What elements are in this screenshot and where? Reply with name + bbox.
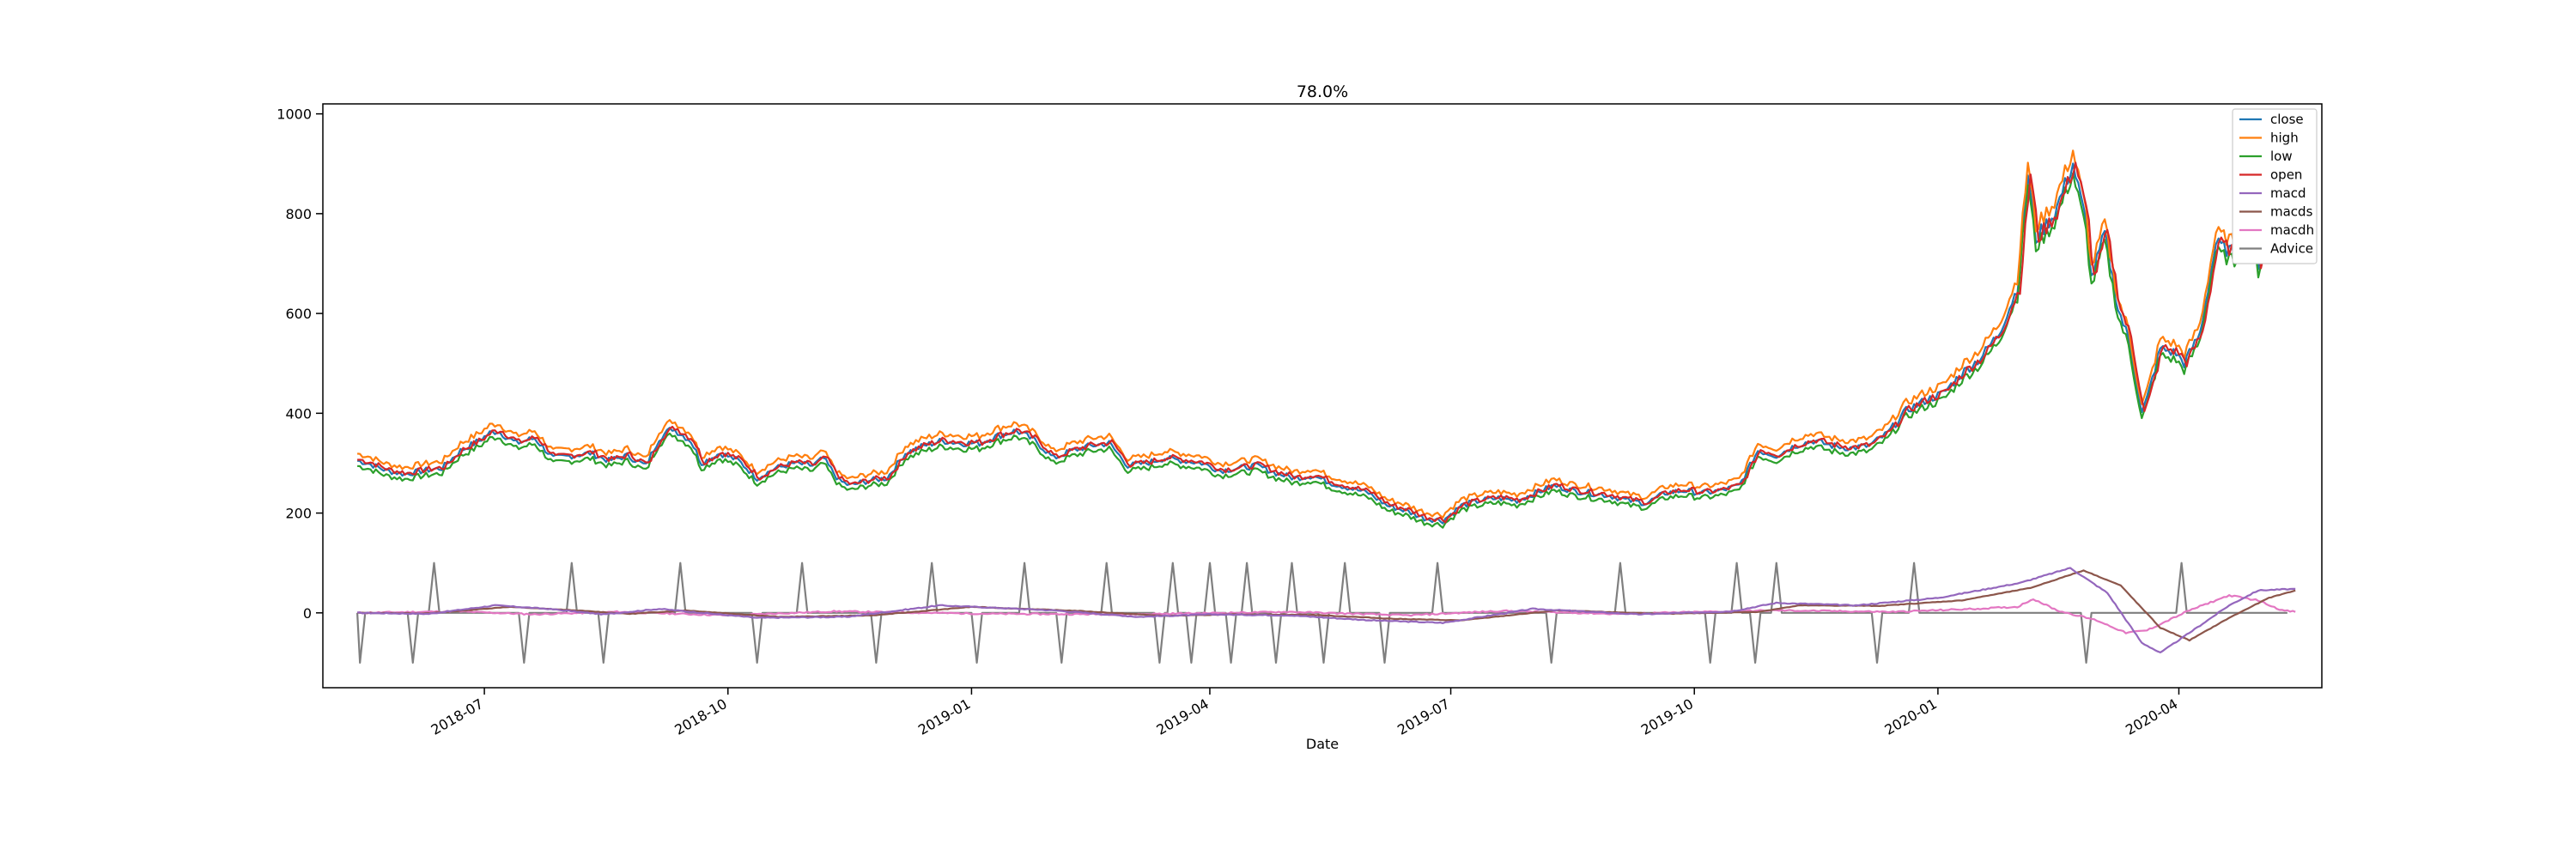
x-axis: 2018-07 2018-10 2019-01 2019-04 2019-07 2019-… <box>428 688 2180 738</box>
legend-label-low: low <box>2270 149 2293 164</box>
series-line-high <box>356 149 2288 519</box>
legend-label-close: close <box>2270 112 2304 127</box>
x-tick-label: 2020-04 <box>2123 695 2180 738</box>
series-line-low <box>357 172 2288 529</box>
plot-area-frame <box>322 103 2323 689</box>
x-tick-label: 2018-07 <box>428 695 486 738</box>
legend-label-macd: macd <box>2270 185 2306 201</box>
y-tick-label: 800 <box>285 206 312 222</box>
series-line-open <box>357 161 2288 524</box>
series-line-macd <box>357 567 2296 653</box>
legend-label-macdh: macdh <box>2270 222 2314 238</box>
y-axis: 0 200 400 600 800 1000 <box>276 106 323 622</box>
x-tick-label: 2020-01 <box>1881 695 1939 738</box>
x-tick-label: 2018-10 <box>671 695 729 738</box>
chart-title: 78.0% <box>1297 82 1348 101</box>
y-tick-label: 1000 <box>276 106 312 123</box>
y-tick-label: 200 <box>285 506 312 522</box>
y-tick-label: 0 <box>303 605 312 622</box>
legend-label-open: open <box>2270 167 2302 183</box>
x-tick-label: 2019-04 <box>1154 695 1212 738</box>
legend-label-high: high <box>2270 131 2299 146</box>
legend: close high low open macd macds macdh Advice <box>2232 108 2318 264</box>
legend-box <box>2232 108 2318 264</box>
y-tick-label: 600 <box>285 306 312 322</box>
series-layer <box>356 149 2296 664</box>
x-tick-label: 2019-10 <box>1638 695 1696 738</box>
x-tick-label: 2019-07 <box>1394 695 1452 738</box>
x-axis-label: Date <box>1306 736 1339 752</box>
series-line-macdh <box>356 594 2296 634</box>
x-tick-label: 2019-01 <box>915 695 973 738</box>
y-tick-label: 400 <box>285 405 312 422</box>
legend-label-advice: Advice <box>2270 241 2313 257</box>
legend-label-macds: macds <box>2270 204 2313 220</box>
